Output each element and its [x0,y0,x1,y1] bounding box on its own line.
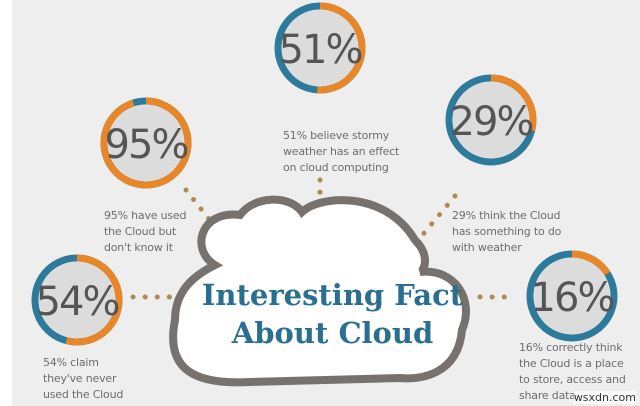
donut-label: 51% [279,27,362,73]
donut-29: 29% [445,74,537,166]
donut-label: 95% [105,122,188,168]
donut-center [108,105,184,181]
donut-54: 54% [31,254,123,346]
donut-value-arc [31,254,123,346]
caption-51: 51% believe stormy weather has an effect o… [283,129,400,174]
donut-label: 54% [36,279,119,325]
donut-center [39,262,115,338]
cloud-shape [169,195,470,387]
donut-value-arc [100,97,192,189]
donut-16: 16% [526,250,618,342]
donut-value-arc [274,2,366,94]
donut-label: 29% [450,99,533,145]
caption-54: 54% claim they've never used the Cloud [43,356,124,401]
donut-value-arc [445,74,537,166]
watermark: wsxdn.com [573,391,636,404]
caption-95: 95% have used the Cloud but don't know it [104,209,187,254]
title-line-1: Interesting Fact [201,278,464,312]
caption-29: 29% think the Cloud has something to do wi… [452,209,562,254]
donut-95: 95% [100,97,192,189]
donut-center [282,10,358,86]
donut-value-arc [526,250,618,342]
donut-center [534,258,610,334]
donut-label: 16% [531,275,614,321]
donut-51: 51% [274,2,366,94]
donut-center [453,82,529,158]
connector-29 [417,193,458,241]
caption-16: 16% correctly think the Cloud is a place t… [519,341,626,402]
title-line-2: About Cloud [231,316,434,350]
